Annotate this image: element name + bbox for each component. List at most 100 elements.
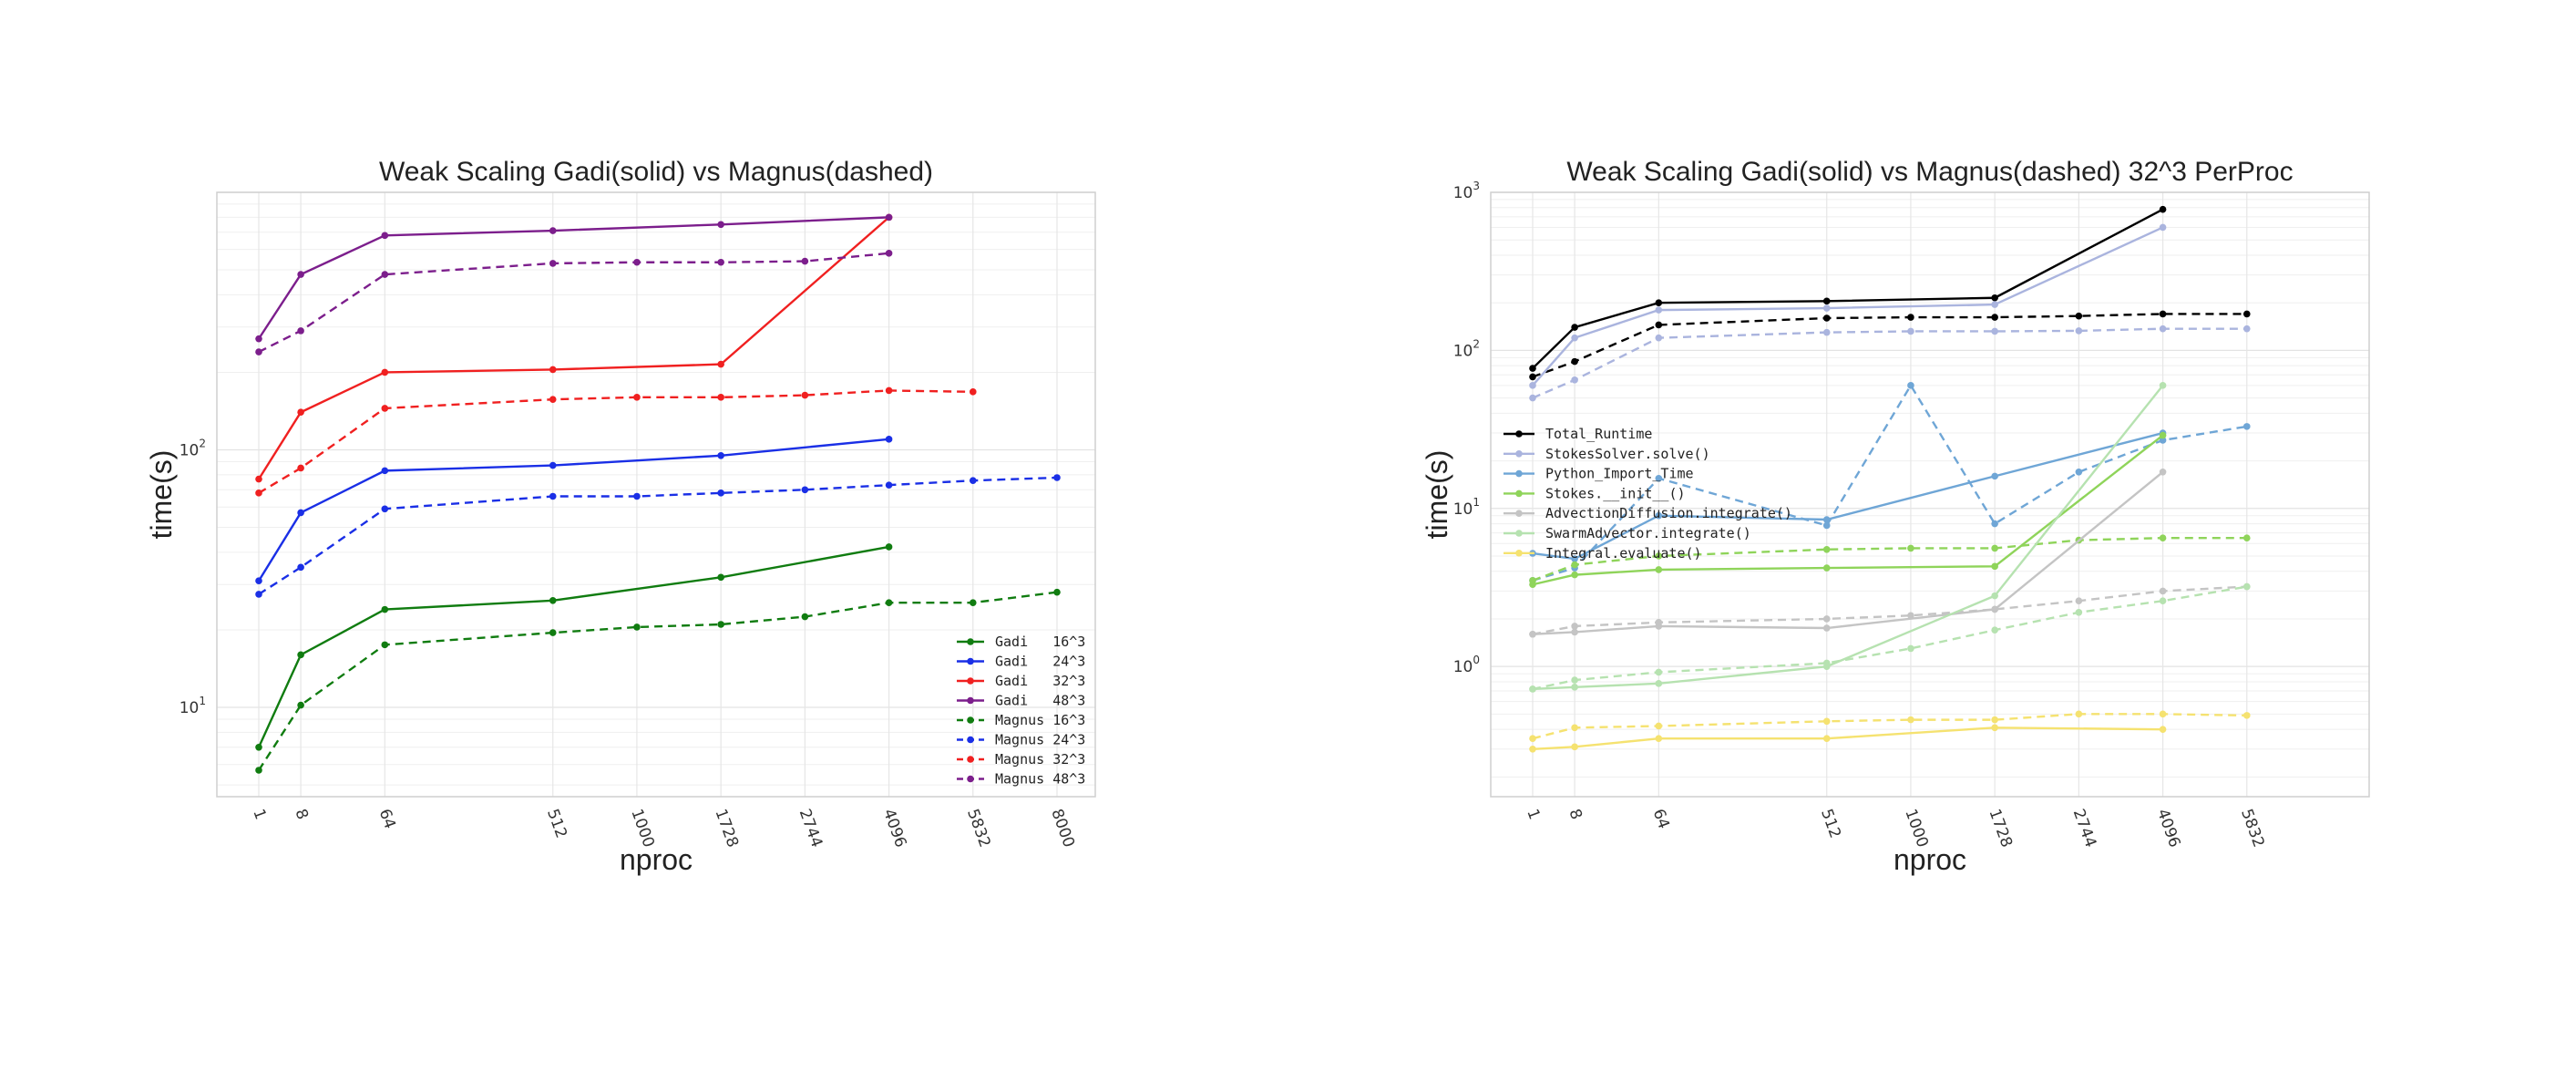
- data-point: [717, 573, 724, 582]
- data-point: [2075, 327, 2083, 335]
- series-line: [1532, 726, 2163, 751]
- data-point: [1529, 382, 1536, 389]
- y-tick-label: 103: [1453, 180, 1480, 202]
- series-4: [1529, 325, 2251, 402]
- legend-marker: [1515, 510, 1523, 517]
- series-line: [1532, 431, 2163, 561]
- data-point: [1991, 327, 1998, 335]
- legend-label: StokesSolver.solve(): [1545, 446, 1710, 462]
- data-point: [717, 258, 724, 266]
- data-point: [549, 227, 557, 234]
- data-point: [1991, 605, 1998, 613]
- legend-marker: [967, 775, 974, 783]
- data-point: [1907, 644, 1914, 653]
- data-point: [2242, 582, 2251, 591]
- data-point: [1571, 623, 1578, 630]
- data-point: [1655, 306, 1663, 314]
- data-point: [2242, 534, 2251, 542]
- data-point: [1907, 382, 1914, 389]
- x-tick-label: 2744: [795, 807, 826, 850]
- data-point: [1571, 555, 1578, 562]
- data-point: [255, 743, 262, 751]
- x-tick-label: 8: [291, 807, 311, 822]
- data-point: [1822, 545, 1831, 553]
- data-point: [1991, 314, 1998, 321]
- data-point: [2242, 712, 2251, 719]
- x-tick-label: 1728: [711, 807, 742, 850]
- data-point: [1571, 628, 1578, 636]
- x-tick-label: 8: [1565, 807, 1585, 822]
- data-point: [2159, 382, 2167, 389]
- data-point: [2075, 469, 2083, 476]
- legend-marker: [967, 696, 974, 705]
- data-point: [1822, 659, 1831, 667]
- series-12: [1529, 582, 2251, 693]
- data-point: [2159, 431, 2167, 439]
- data-point: [2159, 469, 2167, 476]
- data-point: [297, 327, 304, 335]
- data-point: [801, 257, 809, 265]
- series-8: [1529, 534, 2251, 584]
- series-line: [257, 545, 889, 748]
- legend: Total_Runtime StokesSolver.solve() Python_…: [1504, 426, 1792, 562]
- data-point: [381, 505, 389, 513]
- data-point: [255, 489, 262, 497]
- data-point: [255, 577, 262, 585]
- data-point: [1571, 357, 1578, 366]
- data-point: [255, 348, 262, 356]
- data-point: [381, 405, 389, 412]
- x-tick-label: 4096: [2153, 807, 2184, 850]
- data-point: [1529, 373, 1536, 381]
- data-point: [2159, 223, 2167, 232]
- plot-frame: [216, 191, 1096, 798]
- data-point: [717, 621, 724, 628]
- series-13: [1529, 724, 2167, 753]
- data-point: [255, 591, 262, 598]
- series-8: [255, 250, 893, 356]
- data-point: [381, 232, 389, 240]
- data-point: [1655, 680, 1663, 687]
- data-point: [1655, 334, 1663, 342]
- data-point: [2159, 587, 2167, 595]
- data-point: [1991, 472, 1998, 480]
- series-line: [1532, 226, 2164, 386]
- x-tick-label: 512: [1817, 807, 1844, 840]
- data-point: [885, 213, 893, 222]
- x-tick-label: 2744: [2069, 807, 2100, 850]
- data-point: [1907, 327, 1914, 335]
- series-line: [1532, 327, 2247, 399]
- data-point: [2159, 597, 2167, 604]
- data-point: [1991, 544, 1998, 552]
- legend-label: Python_Import_Time: [1545, 466, 1694, 482]
- data-point: [1907, 314, 1914, 321]
- series-line: [257, 216, 890, 480]
- data-point: [1053, 474, 1061, 481]
- data-point: [801, 486, 809, 494]
- data-point: [2075, 597, 2083, 604]
- data-point: [801, 613, 809, 621]
- legend-label: Integral.evaluate(): [1545, 545, 1702, 562]
- data-point: [1053, 588, 1061, 596]
- data-point: [969, 477, 977, 484]
- data-point: [297, 271, 304, 278]
- series-1: [1529, 205, 2167, 372]
- data-point: [1991, 520, 1998, 528]
- legend-marker: [967, 657, 974, 665]
- data-point: [1571, 676, 1578, 684]
- legend: Gadi 16^3 Gadi 24^3 Gadi 32^3 Gadi 48^3 Magn…: [957, 634, 1085, 788]
- data-point: [1571, 743, 1578, 751]
- data-point: [1991, 562, 1998, 571]
- chart-title: Weak Scaling Gadi(solid) vs Magnus(dashe…: [379, 157, 933, 187]
- legend-label: Magnus 24^3: [995, 732, 1085, 748]
- series-3: [1529, 223, 2167, 389]
- data-point: [1655, 735, 1663, 742]
- data-point: [885, 543, 893, 551]
- data-point: [1655, 552, 1663, 560]
- x-tick-label: 1: [1523, 807, 1543, 822]
- data-point: [1822, 717, 1831, 726]
- x-axis-label: nproc: [620, 843, 693, 876]
- data-point: [633, 623, 641, 631]
- series-2: [255, 436, 893, 585]
